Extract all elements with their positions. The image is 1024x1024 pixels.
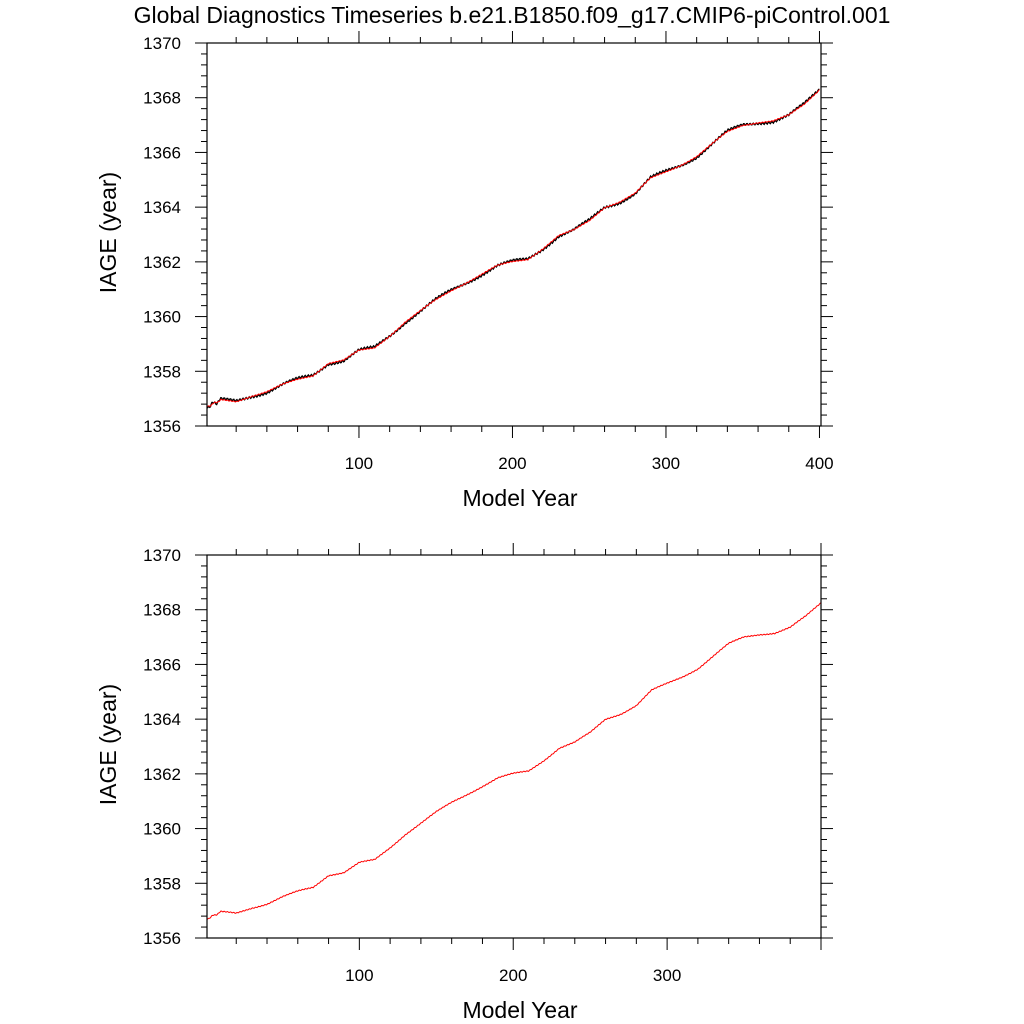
y-axis-title: IAGE (year) bbox=[95, 172, 121, 293]
y-tick-label: 1366 bbox=[143, 143, 181, 162]
x-tick-label: 400 bbox=[805, 454, 833, 473]
chart-panel-2: 1356 1358 1360 1362 1364 1366 1368 1370 100 200 30… bbox=[95, 543, 833, 1023]
y-tick-label: 1362 bbox=[143, 765, 181, 784]
series-line-iage-annual bbox=[206, 89, 820, 408]
x-tick-label: 200 bbox=[498, 454, 526, 473]
plot-frame bbox=[206, 42, 822, 427]
x-tick-label: 300 bbox=[652, 454, 680, 473]
y-axis-title: IAGE (year) bbox=[95, 684, 121, 805]
y-tick-label: 1362 bbox=[143, 253, 181, 272]
series-line-iage-monthly bbox=[206, 88, 820, 409]
y-tick-label: 1370 bbox=[143, 34, 181, 53]
plot-frame bbox=[206, 554, 822, 939]
chart-panel-1: 1356 1358 1360 1362 1364 1366 1368 1370 100 200 30… bbox=[95, 31, 834, 511]
series-line-iage-annual bbox=[206, 602, 822, 920]
x-tick-label: 300 bbox=[653, 966, 681, 985]
x-tick-label: 100 bbox=[345, 966, 373, 985]
x-axis-title: Model Year bbox=[462, 997, 577, 1023]
y-tick-label: 1360 bbox=[143, 308, 181, 327]
y-tick-label: 1364 bbox=[143, 198, 181, 217]
y-tick-label: 1368 bbox=[143, 601, 181, 620]
y-tick-label: 1360 bbox=[143, 820, 181, 839]
y-tick-label: 1356 bbox=[143, 929, 181, 948]
x-axis-title: Model Year bbox=[462, 485, 577, 511]
y-tick-label: 1358 bbox=[143, 362, 181, 381]
chart-title: Global Diagnostics Timeseries b.e21.B185… bbox=[133, 2, 891, 28]
y-tick-label: 1356 bbox=[143, 417, 181, 436]
y-tick-label: 1364 bbox=[143, 710, 181, 729]
y-tick-label: 1358 bbox=[143, 874, 181, 893]
x-tick-label: 200 bbox=[499, 966, 527, 985]
y-tick-label: 1370 bbox=[143, 546, 181, 565]
y-tick-label: 1366 bbox=[143, 655, 181, 674]
y-tick-label: 1368 bbox=[143, 89, 181, 108]
x-tick-label: 100 bbox=[345, 454, 373, 473]
